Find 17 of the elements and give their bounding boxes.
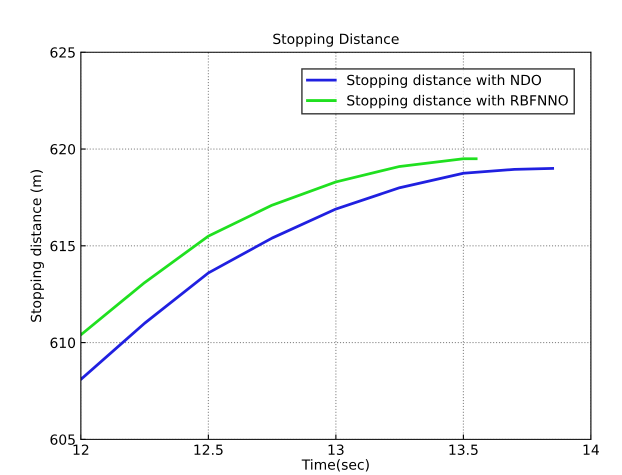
legend-label: Stopping distance with NDO: [347, 74, 542, 88]
y-tick-label: 620: [50, 144, 76, 155]
x-axis-title: Time(sec): [302, 459, 369, 472]
line-series: [80, 167, 554, 381]
x-tick-label: 13.5: [449, 444, 478, 455]
chart-title: Stopping Distance: [273, 33, 399, 47]
y-axis-title: Stopping distance (m): [30, 170, 44, 322]
line-series: [80, 157, 478, 336]
legend-label: Stopping distance with RBFNNO: [347, 94, 568, 108]
y-tick-label: 605: [50, 434, 75, 445]
y-tick-label: 625: [50, 47, 75, 58]
x-tick-label: 12: [74, 444, 88, 455]
x-tick-label: 12.5: [194, 444, 223, 455]
y-tick-label: 610: [50, 338, 76, 348]
x-tick-label: 14: [584, 444, 599, 455]
x-tick-label: 13: [328, 444, 344, 455]
y-tick-label: 615: [50, 240, 75, 252]
